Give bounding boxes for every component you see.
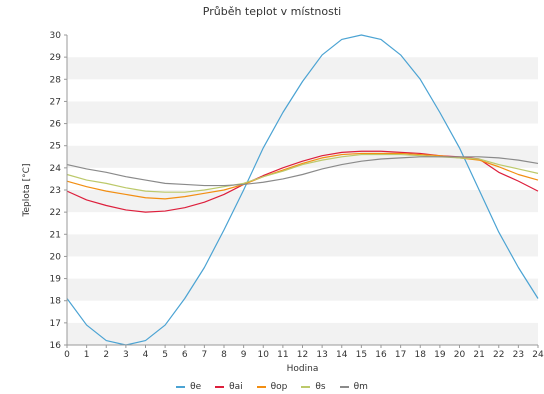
y-tick-label: 17: [50, 319, 61, 329]
x-tick-label: 24: [532, 350, 544, 360]
legend-swatch: [256, 386, 266, 388]
x-tick-label: 0: [64, 350, 70, 360]
x-tick-label: 4: [143, 350, 149, 360]
grid-band: [67, 190, 538, 213]
y-tick-label: 27: [50, 97, 61, 107]
x-axis-ticks: 0 1 2 3 4 5 6 7 8 9 10 11 12 13 14 15 16 17 18 19 20 21 22 23 24: [64, 345, 544, 360]
x-tick-label: 10: [258, 350, 270, 360]
x-tick-label: 18: [415, 350, 427, 360]
x-tick-label: 15: [356, 350, 367, 360]
y-tick-label: 22: [50, 208, 61, 218]
legend-item[interactable]: θop: [256, 380, 288, 394]
x-tick-label: 11: [277, 350, 288, 360]
x-tick-label: 23: [513, 350, 524, 360]
legend-item[interactable]: θs: [301, 380, 326, 394]
grid-band: [67, 322, 538, 345]
grid-band: [67, 256, 538, 279]
x-tick-label: 3: [123, 350, 129, 360]
x-tick-label: 12: [297, 350, 308, 360]
legend-swatch: [176, 386, 186, 388]
legend-swatch: [215, 386, 225, 388]
x-tick-label: 16: [375, 350, 387, 360]
x-tick-label: 8: [221, 350, 227, 360]
y-axis-ticks: 16 17 18 19 20 21 22 23 24 25 26 27 28 29 30: [50, 31, 67, 351]
x-tick-label: 17: [395, 350, 406, 360]
legend-item[interactable]: θm: [339, 380, 368, 394]
grid-band: [67, 145, 538, 168]
grid-band: [67, 212, 538, 235]
x-tick-label: 20: [454, 350, 466, 360]
y-tick-label: 21: [50, 230, 61, 240]
chart-title: Průběh teplot v místnosti: [202, 5, 342, 18]
legend-label: θop: [270, 382, 288, 392]
grid-band: [67, 101, 538, 124]
x-tick-label: 2: [103, 350, 109, 360]
legend-item[interactable]: θe: [176, 380, 201, 394]
y-tick-label: 26: [50, 120, 62, 130]
legend-label: θe: [190, 382, 202, 392]
x-tick-label: 5: [162, 350, 168, 360]
series-line: [66, 34, 539, 346]
x-tick-label: 21: [473, 350, 484, 360]
x-tick-label: 13: [316, 350, 327, 360]
x-tick-label: 1: [84, 350, 90, 360]
y-tick-label: 23: [50, 186, 61, 196]
axes: [66, 35, 538, 346]
x-tick-label: 22: [493, 350, 504, 360]
grid-band: [67, 57, 538, 80]
y-tick-label: 29: [50, 53, 62, 63]
y-axis-label: Teplota [°C]: [22, 164, 32, 218]
y-tick-label: 28: [50, 75, 62, 85]
grid-band: [67, 35, 538, 58]
y-tick-label: 16: [50, 341, 62, 351]
legend: θe θai θop θs θm: [0, 380, 544, 394]
series-line: [66, 156, 539, 187]
legend-swatch: [339, 386, 349, 388]
series-line: [66, 153, 539, 193]
series-lines: [66, 34, 539, 346]
legend-item[interactable]: θai: [215, 380, 243, 394]
legend-label: θai: [229, 382, 243, 392]
grid-bands: [67, 35, 538, 345]
x-tick-label: 9: [241, 350, 247, 360]
grid-band: [67, 234, 538, 257]
y-tick-label: 30: [50, 31, 62, 41]
x-tick-label: 19: [434, 350, 446, 360]
grid-band: [67, 123, 538, 146]
legend-label: θs: [315, 382, 326, 392]
x-tick-label: 6: [182, 350, 188, 360]
grid-band: [67, 79, 538, 102]
legend-label: θm: [353, 382, 368, 392]
x-tick-label: 7: [202, 350, 208, 360]
grid-band: [67, 278, 538, 301]
y-tick-label: 25: [50, 142, 61, 152]
y-tick-label: 20: [50, 252, 62, 262]
y-tick-label: 19: [50, 275, 62, 285]
y-tick-label: 18: [50, 297, 62, 307]
x-tick-label: 14: [336, 350, 348, 360]
y-tick-label: 24: [50, 164, 62, 174]
grid-band: [67, 300, 538, 323]
x-axis-label: Hodina: [287, 364, 319, 374]
legend-swatch: [301, 386, 311, 388]
